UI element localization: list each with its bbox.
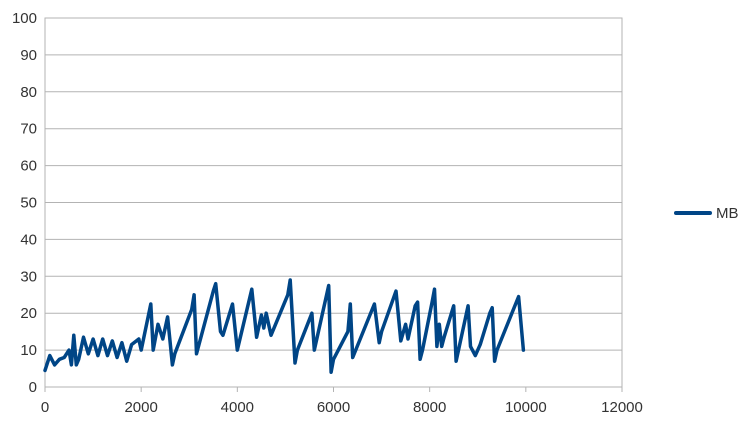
- y-tick-label: 30: [20, 268, 37, 285]
- x-tick-label: 6000: [317, 399, 350, 416]
- y-tick-label: 40: [20, 231, 37, 248]
- series-lines: [43, 278, 526, 374]
- y-tick-label: 70: [20, 121, 37, 138]
- y-tick-label: 20: [20, 305, 37, 322]
- x-tick-label: 4000: [221, 399, 254, 416]
- x-tick-label: 2000: [124, 399, 157, 416]
- x-tick-label: 0: [41, 399, 49, 416]
- y-tick-label: 90: [20, 47, 37, 64]
- x-tick-label: 12000: [601, 399, 643, 416]
- legend-label: MB: [716, 205, 739, 222]
- y-tick-label: 0: [29, 379, 37, 396]
- y-tick-label: 80: [20, 84, 37, 101]
- y-tick-label: 10: [20, 342, 37, 359]
- y-tick-label: 60: [20, 158, 37, 175]
- y-tick-label: 100: [12, 10, 37, 27]
- x-tick-label: 10000: [505, 399, 547, 416]
- gridlines: [45, 17, 622, 388]
- legend: MB: [674, 205, 739, 222]
- y-axis-tick-labels: 0 10 20 30 40 50 60 70 80 90 100: [12, 10, 37, 396]
- series-line-mb: [43, 278, 526, 374]
- y-tick-label: 50: [20, 195, 37, 212]
- x-tick-label: 8000: [413, 399, 446, 416]
- x-axis-tick-labels: 0 2000 4000 6000 8000 10000 12000: [41, 387, 643, 416]
